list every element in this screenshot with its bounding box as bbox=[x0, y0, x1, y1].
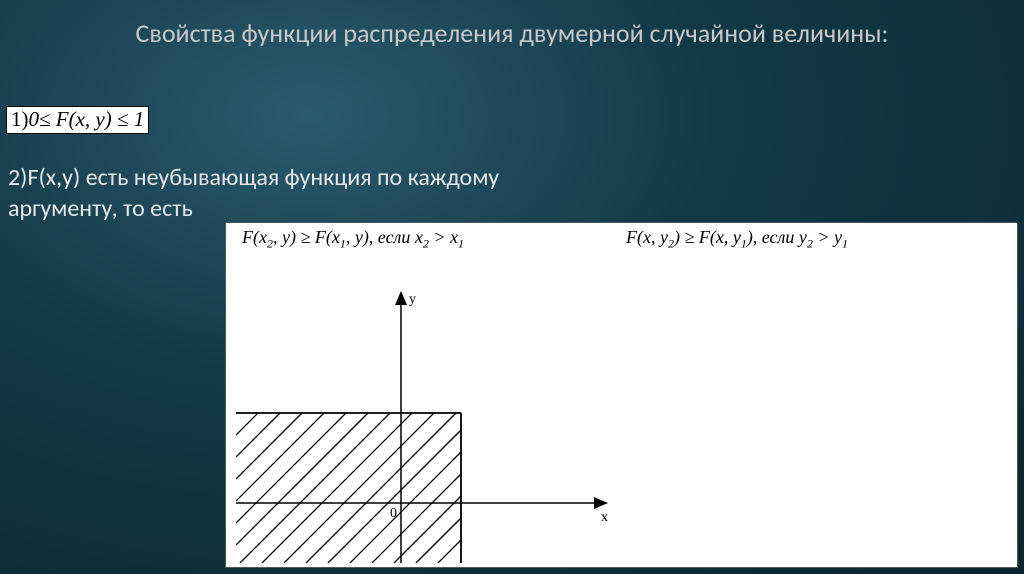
coordinate-chart: y x 0 bbox=[236, 273, 736, 563]
prop2-line2: аргументу, то есть bbox=[8, 194, 193, 223]
prop2-line1: 2)F(x,y) есть неубывающая функция по каж… bbox=[8, 163, 499, 192]
formula-x-monotone: F(x2, y) ≥ F(x1, y), если x2 > x1 bbox=[242, 227, 464, 252]
content-panel: F(x2, y) ≥ F(x1, y), если x2 > x1 F(x, y… bbox=[225, 222, 1018, 568]
chart-svg: y x 0 bbox=[236, 273, 736, 563]
svg-text:0: 0 bbox=[390, 506, 397, 521]
slide-title: Свойства функции распределения двумерной… bbox=[0, 0, 1024, 49]
prop1-prefix: 1) bbox=[11, 107, 29, 131]
property-1-formula-box: 1)0≤ F(x, y) ≤ 1 bbox=[6, 106, 149, 134]
formula-y-monotone: F(x, y2) ≥ F(x, y1), если y2 > y1 bbox=[626, 227, 848, 252]
svg-text:x: x bbox=[601, 510, 608, 525]
prop1-formula: 0≤ F(x, y) ≤ 1 bbox=[29, 107, 145, 131]
svg-text:y: y bbox=[409, 292, 416, 307]
property-2-text: 2)F(x,y) есть неубывающая функция по каж… bbox=[8, 162, 499, 224]
